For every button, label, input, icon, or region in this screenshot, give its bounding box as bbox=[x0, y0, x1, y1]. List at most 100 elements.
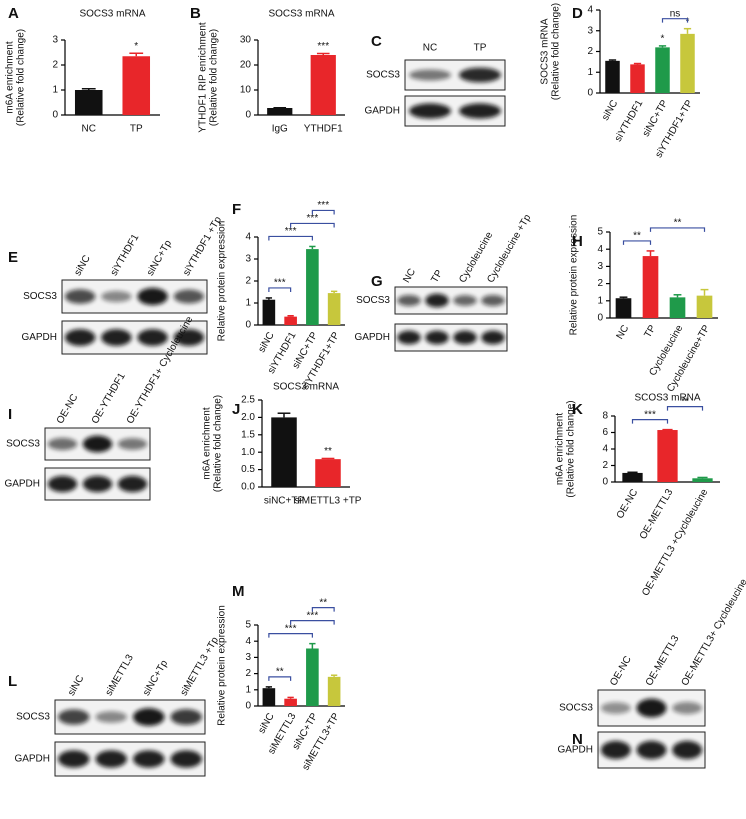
comparison-bracket bbox=[622, 240, 652, 245]
blot-band bbox=[173, 289, 205, 304]
panel-letter: L bbox=[8, 673, 17, 690]
comparison-bracket bbox=[268, 287, 292, 292]
blot-band bbox=[137, 287, 168, 306]
blot-band bbox=[409, 69, 451, 81]
bar bbox=[669, 297, 686, 318]
y-tick-label: 6 bbox=[602, 427, 608, 438]
blot-band bbox=[133, 750, 165, 768]
comparison-label: ** bbox=[276, 667, 284, 678]
y-tick-label: 8 bbox=[602, 411, 608, 422]
row-label: GAPDH bbox=[354, 332, 390, 343]
blot-band bbox=[425, 293, 449, 308]
blot-band bbox=[425, 330, 449, 345]
bar bbox=[657, 430, 678, 482]
panel-letter: E bbox=[8, 249, 18, 266]
blot-band bbox=[170, 750, 202, 768]
comparison-label: *** bbox=[644, 409, 656, 420]
bar bbox=[630, 64, 645, 93]
comparison-label: *** bbox=[307, 213, 319, 224]
blot-band bbox=[459, 67, 501, 83]
lane-label: NC bbox=[401, 267, 418, 285]
y-tick-label: 2.5 bbox=[241, 395, 255, 406]
blot-band bbox=[481, 330, 505, 345]
y-tick-label: 20 bbox=[240, 60, 252, 71]
x-tick-label: NC bbox=[82, 124, 96, 135]
lane-label: OE-NC bbox=[55, 392, 81, 425]
row-label: SOCS3 bbox=[16, 712, 50, 723]
y-tick-label: 1 bbox=[587, 67, 593, 78]
y-axis-label: Relative protein expression bbox=[569, 215, 580, 336]
row-label: SOCS3 bbox=[6, 439, 40, 450]
blot-band bbox=[137, 329, 168, 346]
comparison-bracket bbox=[290, 222, 335, 228]
lane-label: siNC bbox=[66, 674, 86, 698]
y-tick-label: 30 bbox=[240, 35, 252, 46]
blot-band bbox=[64, 289, 96, 304]
row-label: GAPDH bbox=[14, 754, 50, 765]
lane-label: OE-METTL3+ Cycloleucine bbox=[680, 577, 746, 688]
lane-label: TP bbox=[474, 43, 487, 54]
y-tick-label: 1.5 bbox=[241, 429, 255, 440]
x-tick-label: siMETTL3 +TP bbox=[295, 496, 362, 507]
bar bbox=[122, 56, 151, 115]
lane-label: siMETTL3 +Tp bbox=[179, 635, 222, 698]
significance-label: ** bbox=[324, 446, 332, 457]
x-tick-label: OE-METTL3 +Cycloleucine bbox=[640, 487, 710, 598]
comparison-bracket bbox=[268, 235, 313, 241]
x-tick-label: siNC bbox=[256, 330, 276, 354]
bar bbox=[696, 295, 713, 318]
panel-letter: M bbox=[232, 583, 245, 600]
blot-band bbox=[600, 740, 631, 760]
blot-band bbox=[47, 437, 78, 451]
y-tick-label: 3 bbox=[52, 35, 58, 46]
bar bbox=[74, 90, 103, 115]
x-tick-label: siNC bbox=[600, 98, 620, 122]
bar bbox=[327, 676, 341, 706]
bar bbox=[306, 249, 319, 325]
blot-band bbox=[95, 750, 127, 768]
y-tick-label: 4 bbox=[245, 232, 251, 243]
y-tick-label: 2 bbox=[52, 60, 58, 71]
bar bbox=[271, 417, 297, 487]
panel-letter: N bbox=[572, 731, 583, 748]
x-tick-label: YTHDF1 bbox=[304, 124, 343, 135]
row-label: GAPDH bbox=[21, 332, 57, 343]
row-label: GAPDH bbox=[557, 745, 593, 756]
comparison-label: ** bbox=[674, 218, 682, 229]
y-tick-label: 0 bbox=[245, 110, 251, 121]
blot-band bbox=[58, 750, 90, 768]
lane-label: siMETTL3 bbox=[104, 652, 137, 697]
comparison-label: *** bbox=[307, 610, 319, 621]
bar bbox=[284, 316, 297, 325]
y-tick-label: 0 bbox=[597, 313, 603, 324]
bar bbox=[605, 60, 620, 93]
blot-band bbox=[47, 475, 78, 493]
panel-letter: H bbox=[572, 233, 583, 250]
bar bbox=[622, 472, 643, 482]
y-tick-label: 3 bbox=[245, 254, 251, 265]
bar bbox=[306, 648, 319, 706]
comparison-bracket bbox=[666, 406, 704, 411]
panel-letter: D bbox=[572, 5, 583, 22]
significance-label: * bbox=[134, 41, 138, 52]
blot-band bbox=[453, 330, 477, 345]
x-tick-label: OE-METTL3 bbox=[638, 487, 676, 541]
y-tick-label: 3 bbox=[587, 25, 593, 36]
comparison-label: ** bbox=[319, 597, 327, 608]
y-tick-label: 4 bbox=[245, 636, 251, 647]
row-label: SOCS3 bbox=[366, 70, 400, 81]
y-tick-label: 0 bbox=[587, 88, 593, 99]
lane-label: siYTHDF1 bbox=[109, 232, 142, 278]
y-tick-label: 5 bbox=[597, 227, 603, 238]
comparison-bracket bbox=[631, 419, 669, 424]
y-axis-label: (Relative fold change) bbox=[566, 400, 577, 497]
y-axis-label: (Relative fold change) bbox=[213, 395, 224, 492]
y-tick-label: 1 bbox=[245, 684, 251, 695]
y-tick-label: 4 bbox=[587, 5, 593, 16]
blot-band bbox=[82, 435, 113, 453]
comparison-label: ns bbox=[670, 8, 681, 19]
comparison-label: *** bbox=[285, 226, 297, 237]
bar bbox=[262, 688, 276, 706]
bar bbox=[692, 478, 713, 482]
y-axis-label: (Relative fold change) bbox=[209, 29, 220, 126]
